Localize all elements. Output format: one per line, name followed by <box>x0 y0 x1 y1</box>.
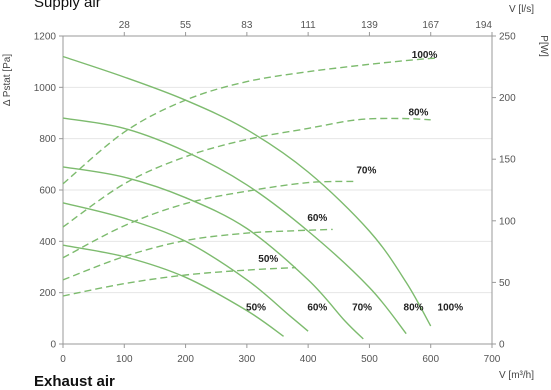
top-tick-label: 83 <box>241 20 253 31</box>
y2-tick-label: 200 <box>499 93 516 104</box>
x-tick-label: 500 <box>361 354 378 365</box>
y-tick-label: 400 <box>39 237 56 248</box>
series-label: 70% <box>356 165 376 176</box>
pressure-curve-60 <box>62 202 309 332</box>
series-label: 100% <box>412 50 438 61</box>
pressure-curve-80 <box>62 117 407 335</box>
supply-air-title: Supply air <box>34 0 101 11</box>
top-tick-label: 55 <box>180 20 192 31</box>
power-curve-80 <box>62 117 431 228</box>
x-axis-title: V [m³/h] <box>499 370 534 381</box>
power-curve-50 <box>62 266 296 297</box>
series-label: 50% <box>246 303 266 314</box>
x-tick-label: 100 <box>116 354 133 365</box>
top-tick-label: 28 <box>119 20 131 31</box>
y2-axis-title: P[W] <box>538 35 549 57</box>
x-tick-label: 400 <box>300 354 317 365</box>
pressure-curve-50 <box>62 244 285 337</box>
series-label: 100% <box>438 303 464 314</box>
series-label: 50% <box>258 254 278 265</box>
power-curve-60 <box>62 228 333 281</box>
power-curve-100 <box>62 57 437 185</box>
y-tick-label: 1200 <box>34 32 57 43</box>
x-tick-label: 300 <box>239 354 256 365</box>
y-tick-label: 200 <box>39 288 56 299</box>
top-tick-label: 194 <box>475 20 492 31</box>
top-tick-label: 111 <box>301 20 317 31</box>
exhaust-air-title: Exhaust air <box>34 373 115 390</box>
series-label: 60% <box>307 303 327 314</box>
y-tick-label: 0 <box>50 340 56 351</box>
y-tick-label: 800 <box>39 134 56 145</box>
top-axis-title: V [l/s] <box>509 4 534 15</box>
x-tick-label: 0 <box>60 354 66 365</box>
y2-tick-label: 50 <box>499 278 511 289</box>
series-label: 60% <box>307 213 327 224</box>
series-label: 70% <box>352 303 372 314</box>
x-tick-label: 200 <box>177 354 194 365</box>
y2-tick-label: 250 <box>499 32 516 43</box>
top-tick-label: 139 <box>361 20 378 31</box>
power-curve-70 <box>62 180 358 259</box>
pressure-curve-100 <box>62 55 432 327</box>
top-tick-label: 167 <box>422 20 439 31</box>
y2-tick-label: 0 <box>499 340 505 351</box>
y-axis-title: Δ Pstat [Pa] <box>2 54 13 106</box>
series-label: 80% <box>408 108 428 119</box>
x-tick-label: 600 <box>422 354 439 365</box>
y2-tick-label: 100 <box>499 216 516 227</box>
y-tick-label: 1000 <box>34 83 57 94</box>
pressure-curve-70 <box>62 166 364 340</box>
series-label: 80% <box>404 303 424 314</box>
y2-tick-label: 150 <box>499 155 516 166</box>
x-tick-label: 700 <box>484 354 501 365</box>
y-tick-label: 600 <box>39 186 56 197</box>
